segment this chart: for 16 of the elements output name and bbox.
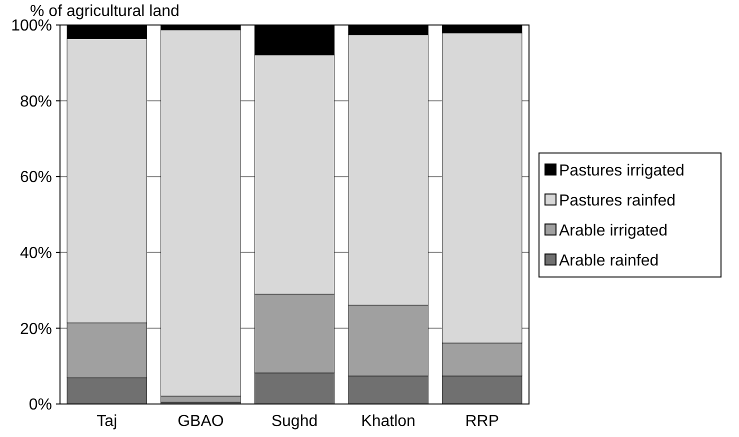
chart-title: % of agricultural land <box>30 3 180 20</box>
x-tick-label: Sughd <box>271 413 318 430</box>
y-tick-label: 0% <box>28 396 52 414</box>
y-tick-label: 60% <box>20 169 52 186</box>
x-tick-label: Taj <box>96 413 118 430</box>
x-tick-label: Khatlon <box>361 413 416 430</box>
y-tick-label: 100% <box>11 18 52 35</box>
y-tick-label: 40% <box>20 245 52 262</box>
x-tick-label: RRP <box>465 413 499 430</box>
y-tick-label: 20% <box>20 320 52 338</box>
legend-label: Pastures rainfed <box>559 192 676 210</box>
legend-label: Arable irrigated <box>559 222 668 240</box>
legend-label: Arable rainfed <box>559 252 659 270</box>
legend-label: Pastures irrigated <box>559 162 684 180</box>
x-tick-label: GBAO <box>178 413 224 430</box>
y-tick-label: 80% <box>20 93 52 110</box>
